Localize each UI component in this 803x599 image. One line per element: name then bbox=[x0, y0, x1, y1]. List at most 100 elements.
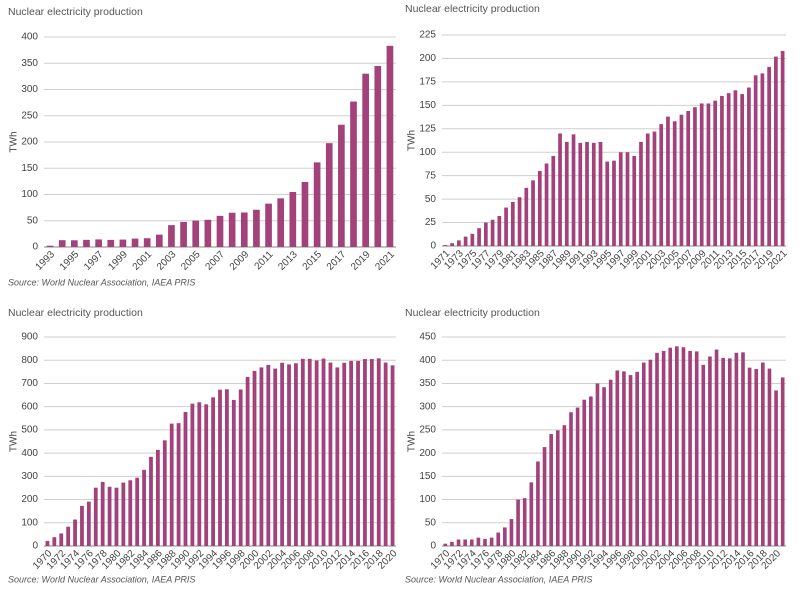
bar bbox=[363, 359, 367, 546]
bar bbox=[595, 383, 600, 546]
y-tick-label: 75 bbox=[425, 170, 437, 181]
bar bbox=[571, 134, 576, 246]
bar bbox=[490, 219, 495, 246]
bar bbox=[369, 359, 374, 546]
bar bbox=[273, 368, 278, 546]
bar bbox=[114, 487, 119, 546]
bar bbox=[325, 143, 333, 247]
bar bbox=[551, 155, 556, 246]
bar bbox=[107, 486, 112, 546]
bar bbox=[443, 543, 448, 546]
y-tick-label: 100 bbox=[21, 189, 38, 200]
bar bbox=[496, 532, 501, 546]
bar bbox=[225, 389, 229, 546]
bar bbox=[529, 482, 534, 546]
bar bbox=[537, 170, 542, 246]
bar bbox=[338, 124, 345, 247]
bar bbox=[287, 364, 291, 546]
y-tick-label: 200 bbox=[21, 137, 38, 148]
y-tick-label: 0 bbox=[430, 541, 436, 552]
bar bbox=[259, 367, 264, 546]
y-tick-label: 600 bbox=[21, 401, 38, 412]
bar bbox=[383, 362, 388, 546]
bar bbox=[675, 346, 679, 546]
source-note: Source: World Nuclear Association, IAEA … bbox=[405, 574, 592, 584]
bar bbox=[591, 142, 596, 246]
y-tick-label: 175 bbox=[419, 77, 436, 88]
bar bbox=[726, 93, 731, 247]
bar bbox=[240, 212, 248, 247]
bar bbox=[635, 371, 639, 546]
bar bbox=[280, 362, 285, 546]
bar bbox=[582, 399, 587, 546]
bar bbox=[747, 87, 751, 246]
y-tick-label: 300 bbox=[419, 401, 436, 412]
y-axis-label: TWh bbox=[407, 130, 418, 151]
bar bbox=[211, 397, 215, 546]
y-tick-label: 150 bbox=[419, 471, 436, 482]
bar bbox=[615, 370, 620, 546]
bar bbox=[142, 469, 146, 546]
bar bbox=[562, 425, 567, 546]
y-tick-label: 300 bbox=[21, 471, 38, 482]
bar bbox=[608, 379, 613, 546]
bar bbox=[374, 66, 382, 247]
bar bbox=[183, 412, 188, 546]
y-tick-label: 350 bbox=[21, 58, 38, 69]
y-tick-label: 400 bbox=[21, 448, 38, 459]
chart-title: Nuclear electricity production bbox=[405, 307, 540, 319]
y-tick-label: 300 bbox=[21, 84, 38, 95]
y-tick-label: 500 bbox=[21, 425, 38, 436]
x-tick-label: 2009 bbox=[228, 249, 252, 273]
bar bbox=[659, 124, 664, 246]
bar bbox=[294, 363, 298, 546]
bar bbox=[694, 351, 699, 546]
y-tick-label: 800 bbox=[21, 355, 38, 366]
bar bbox=[314, 360, 319, 546]
bar bbox=[52, 537, 57, 546]
bar bbox=[645, 133, 650, 246]
bar bbox=[463, 236, 468, 246]
y-tick-label: 225 bbox=[419, 30, 436, 41]
y-tick-label: 150 bbox=[21, 163, 38, 174]
y-tick-label: 400 bbox=[21, 32, 38, 43]
bar bbox=[760, 73, 765, 247]
y-axis-label: TWh bbox=[407, 431, 418, 452]
bar bbox=[544, 163, 549, 246]
bar bbox=[761, 362, 765, 546]
y-tick-label: 100 bbox=[21, 517, 38, 528]
bar bbox=[648, 359, 653, 546]
bar bbox=[536, 461, 540, 546]
bar bbox=[542, 447, 547, 546]
bar bbox=[767, 66, 771, 246]
bar bbox=[625, 152, 630, 246]
bar bbox=[456, 539, 461, 546]
y-tick-label: 450 bbox=[419, 332, 436, 343]
y-axis-label: TWh bbox=[9, 131, 20, 152]
bar bbox=[618, 152, 623, 246]
bar bbox=[476, 537, 481, 546]
bar bbox=[585, 141, 589, 246]
bar bbox=[727, 358, 732, 546]
bar bbox=[289, 191, 297, 247]
bar bbox=[443, 245, 448, 246]
bar bbox=[131, 238, 139, 247]
bar bbox=[558, 133, 562, 246]
bar bbox=[509, 519, 514, 546]
bar bbox=[204, 404, 209, 546]
bar bbox=[774, 390, 778, 546]
bar bbox=[328, 362, 333, 546]
bar bbox=[701, 364, 706, 546]
bar bbox=[531, 180, 535, 246]
x-tick-label: 2001 bbox=[131, 249, 155, 273]
y-tick-label: 50 bbox=[425, 194, 437, 205]
bar bbox=[107, 239, 115, 247]
x-tick-label: 1997 bbox=[82, 249, 106, 273]
x-tick-label: 1999 bbox=[106, 249, 130, 273]
bar bbox=[86, 501, 91, 546]
y-tick-label: 0 bbox=[430, 241, 436, 252]
bar bbox=[741, 352, 745, 546]
bar bbox=[450, 243, 454, 246]
x-tick-label: 2005 bbox=[179, 249, 203, 273]
bar bbox=[80, 505, 84, 546]
